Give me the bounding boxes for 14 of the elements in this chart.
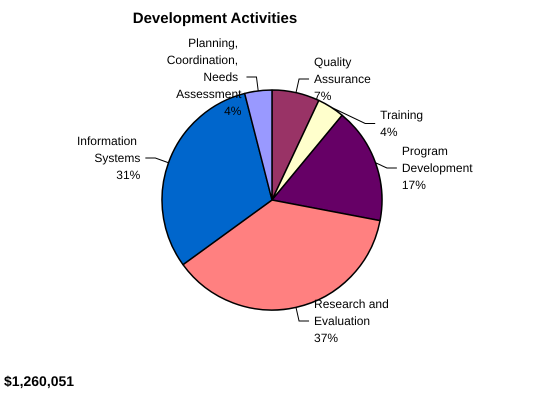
slice-label: Quality Assurance xyxy=(314,54,372,86)
slice-label: Information Systems xyxy=(76,134,140,165)
data-label: 17% xyxy=(402,178,426,192)
slice-label: Program Development xyxy=(402,144,474,175)
text: $1,260,051 xyxy=(4,373,74,389)
slice-label: Research and Evaluation xyxy=(314,297,392,328)
slice-label: Training xyxy=(380,108,424,122)
chart-title: Development Activities xyxy=(132,10,298,27)
data-label: 4% xyxy=(380,124,398,139)
slice-label: Planning, Coordination, Needs Assessment xyxy=(166,36,242,101)
data-label: 31% xyxy=(116,168,141,182)
data-label: 7% xyxy=(314,88,332,103)
data-label: 37% xyxy=(314,331,338,346)
data-label: 4% xyxy=(224,104,242,118)
